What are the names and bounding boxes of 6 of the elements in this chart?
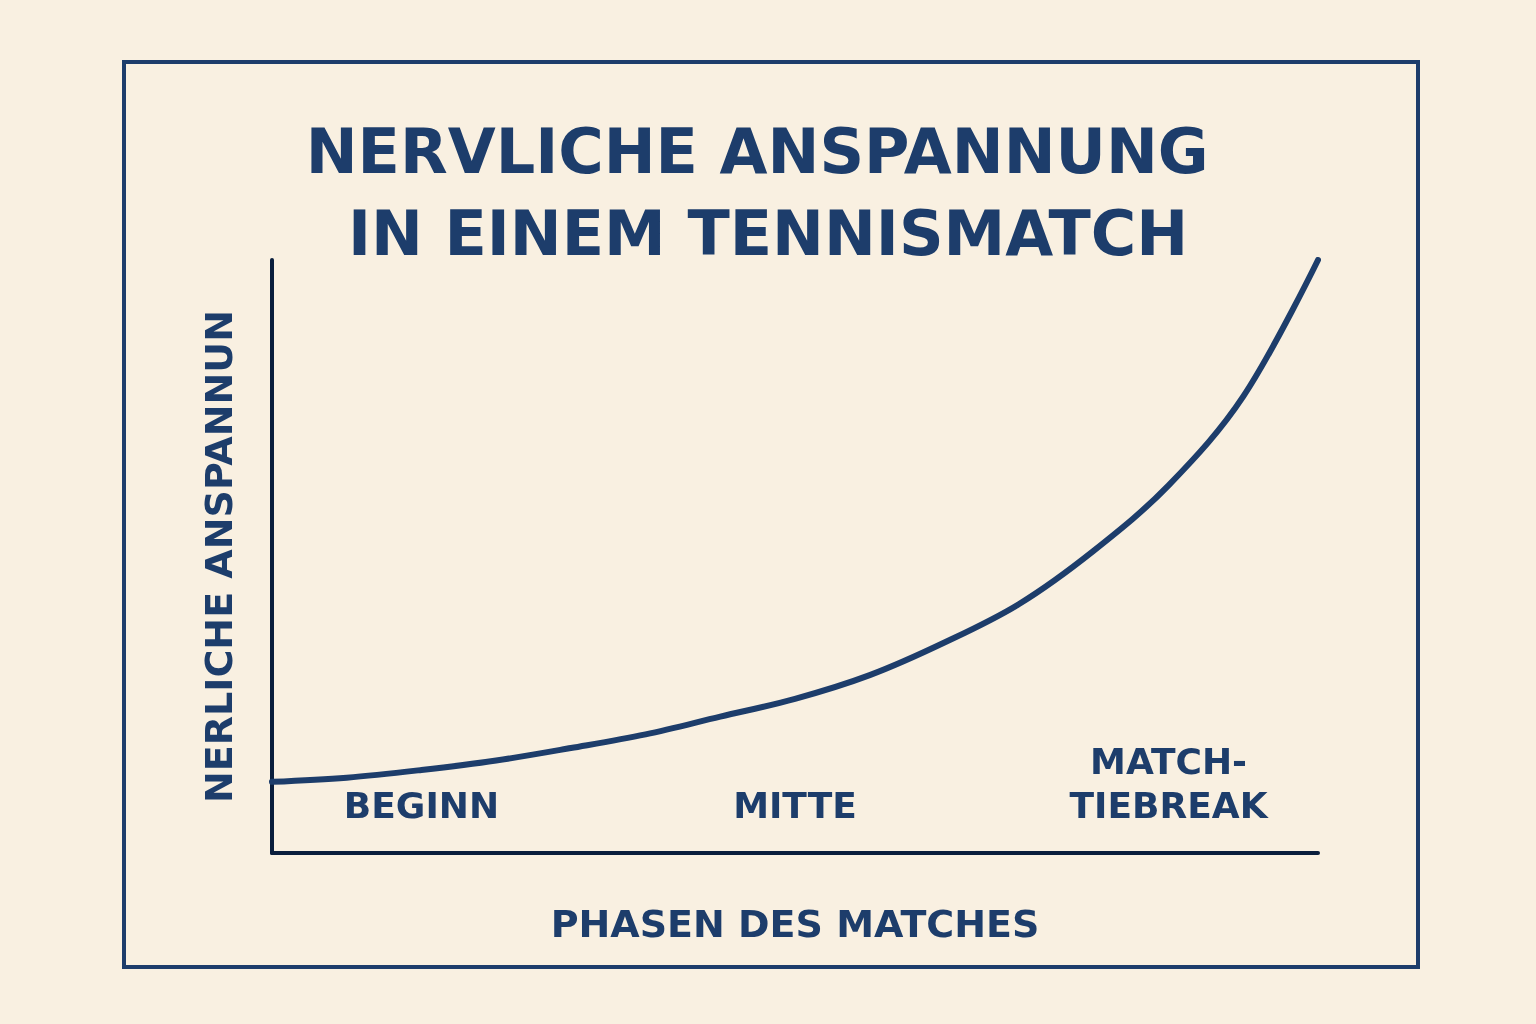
x-tick-label: BEGINN xyxy=(343,784,500,826)
x-tick-label: MITTE xyxy=(733,784,857,826)
chart-title: NERVLICHE ANSPANNUNG IN EINEM TENNISMATCH xyxy=(305,114,1231,270)
y-axis-title: NERLICHE ANSPANNUN xyxy=(197,310,241,803)
x-tick-label: MATCH-TIEBREAK xyxy=(1069,740,1269,826)
x-axis-title: PHASEN DES MATCHES xyxy=(550,902,1040,946)
